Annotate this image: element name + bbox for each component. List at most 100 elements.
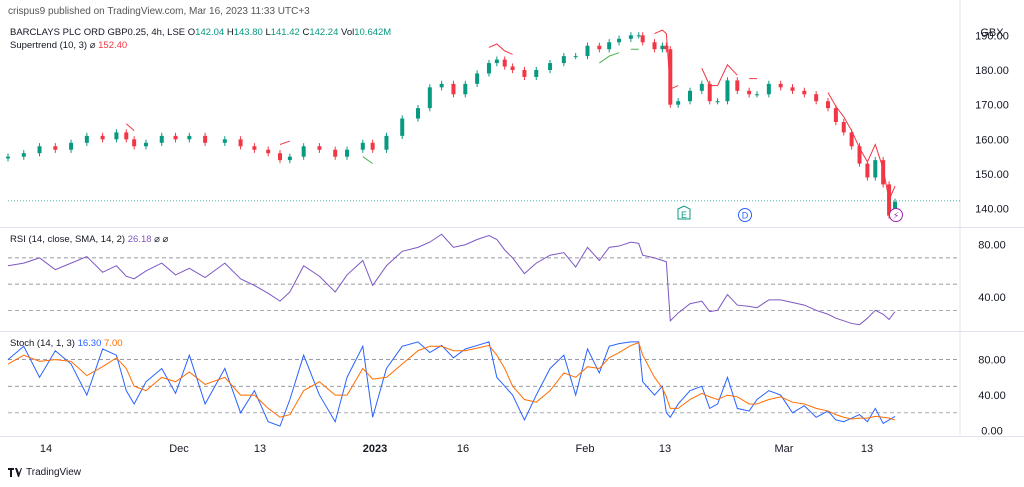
candle-body	[370, 142, 375, 150]
time-tick-label: Mar	[775, 443, 794, 455]
candle-body	[747, 90, 752, 95]
stoch-d-value: 7.00	[104, 338, 123, 349]
earnings-marker-shape	[677, 205, 691, 220]
candle-body	[203, 135, 208, 143]
supertrend-down-line	[125, 29, 896, 202]
candle-body	[766, 83, 771, 95]
low-label: L	[265, 27, 271, 38]
dividend-marker-label: D	[742, 211, 749, 221]
tradingview-brand[interactable]: TradingView	[8, 467, 81, 478]
price-tick-label: 170.00	[975, 100, 1009, 112]
candle-body	[668, 49, 673, 105]
time-tick-label: Dec	[169, 443, 189, 455]
candle-body	[865, 163, 870, 178]
candle-body	[400, 118, 405, 136]
candle-body	[707, 83, 712, 102]
null-symbol: ⌀	[89, 40, 96, 51]
stoch-legend[interactable]: Stoch (14, 1, 3) 16.30 7.00	[10, 338, 123, 349]
close-value: 142.24	[309, 27, 339, 38]
candle-body	[475, 73, 480, 84]
time-tick-label: 14	[40, 443, 52, 455]
time-tick-label: 13	[254, 443, 266, 455]
candle-body	[628, 35, 633, 39]
candle-body	[790, 87, 795, 91]
symbol-name: BARCLAYS PLC ORD GBP0.25, 4h, LSE	[10, 27, 186, 38]
tradingview-logo-icon	[8, 468, 22, 477]
candle-body	[143, 142, 148, 147]
candle-body	[187, 135, 192, 140]
null-symbol: ⌀	[162, 234, 169, 245]
candle-body	[439, 83, 444, 88]
supertrend-value: 152.40	[98, 40, 128, 51]
currency-label: GBX	[980, 27, 1004, 39]
candle-body	[652, 42, 657, 50]
stoch-tick-label: 40.00	[978, 390, 1006, 402]
candle-body	[607, 42, 612, 50]
candle-body	[849, 132, 854, 147]
candle-body	[222, 139, 227, 143]
candle-body	[573, 56, 578, 58]
brand-text: TradingView	[26, 467, 82, 478]
candle-body	[636, 35, 641, 37]
symbol-legend[interactable]: BARCLAYS PLC ORD GBP0.25, 4h, LSE O142.0…	[10, 27, 391, 38]
candle-body	[778, 83, 783, 88]
price-tick-label: 140.00	[975, 204, 1009, 216]
stoch-tick-label: 0.00	[981, 426, 1002, 438]
candle-body	[6, 156, 10, 159]
price-tick-label: 150.00	[975, 169, 1009, 181]
candle-body	[833, 108, 838, 122]
earnings-marker-icon: E	[677, 205, 691, 220]
candle-body	[660, 45, 665, 50]
candle-body	[301, 146, 306, 157]
pane-frames	[0, 0, 1024, 437]
rsi-legend[interactable]: RSI (14, close, SMA, 14, 2) 26.18 ⌀ ⌀	[10, 234, 168, 245]
split-marker-label: ⚡	[893, 211, 899, 221]
candle-body	[278, 153, 283, 161]
split-marker-icon: ⚡	[889, 208, 903, 222]
candle-body	[585, 45, 590, 57]
candle-body	[887, 184, 892, 216]
candle-body	[640, 35, 645, 43]
candle-body	[132, 139, 137, 147]
supertrend-fill	[125, 29, 896, 202]
candle-body	[841, 122, 846, 133]
candles	[6, 32, 960, 219]
candle-body	[124, 132, 129, 140]
high-label: H	[226, 27, 234, 38]
candle-body	[561, 56, 566, 64]
time-tick-label: 2023	[363, 443, 387, 455]
candle-body	[676, 101, 681, 105]
candle-body	[597, 45, 602, 50]
volume-value: 10.642M	[354, 27, 392, 38]
candle-body	[266, 149, 271, 154]
split-marker-shape	[889, 208, 903, 222]
time-tick-label: 13	[659, 443, 671, 455]
candle-body	[725, 80, 730, 102]
close-label: C	[302, 27, 310, 38]
supertrend-label: Supertrend (10, 3)	[10, 40, 88, 51]
supertrend-legend[interactable]: Supertrend (10, 3) ⌀ 152.40	[10, 40, 127, 51]
candle-body	[534, 70, 539, 77]
candle-body	[486, 63, 491, 74]
candle-body	[415, 108, 420, 119]
stoch-pane	[7, 341, 960, 427]
candle-body	[510, 66, 515, 70]
earnings-marker-label: E	[681, 210, 687, 220]
candle-body	[173, 135, 178, 140]
candle-body	[451, 83, 456, 95]
stoch-tick-label: 80.00	[978, 355, 1006, 367]
candle-body	[360, 142, 365, 150]
candle-body	[463, 83, 468, 95]
low-value: 141.42	[270, 27, 300, 38]
candle-body	[755, 94, 760, 96]
rsi-line	[7, 233, 896, 326]
candle-body	[548, 63, 553, 70]
rsi-tick-label: 40.00	[978, 292, 1006, 304]
dividend-marker-icon: D	[738, 208, 752, 222]
candle-body	[21, 153, 26, 157]
candle-body	[252, 146, 257, 150]
stoch-k-line	[7, 341, 896, 427]
rsi-tick-label: 80.00	[978, 240, 1006, 252]
